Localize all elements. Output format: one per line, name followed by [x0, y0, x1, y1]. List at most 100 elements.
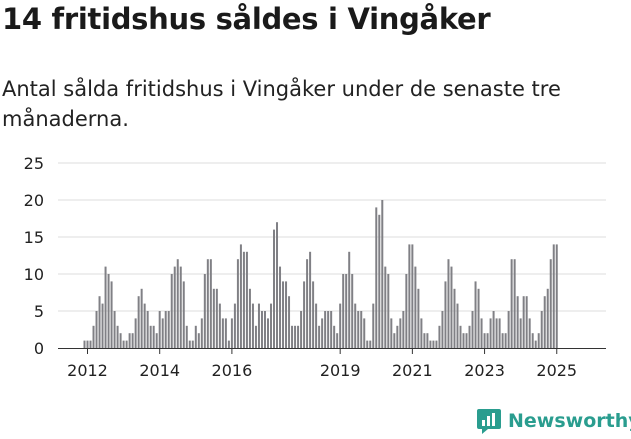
bar [134, 318, 137, 348]
bar [414, 266, 417, 348]
bar [393, 333, 396, 348]
bar [309, 251, 312, 348]
bar [92, 325, 95, 348]
bar [188, 340, 191, 348]
bar [411, 244, 414, 348]
bar [303, 281, 306, 348]
x-tick-label: 2019 [320, 361, 361, 380]
bar [116, 325, 119, 348]
bar [125, 340, 128, 348]
bar [420, 318, 423, 348]
bar [528, 318, 531, 348]
bar [489, 318, 492, 348]
newsworthy-logo: Newsworthy [476, 407, 631, 435]
bar [179, 266, 182, 348]
bar [288, 296, 291, 348]
bar [555, 244, 558, 348]
bar [549, 259, 552, 348]
bar [477, 288, 480, 348]
bar [345, 274, 348, 348]
x-tick-label: 2012 [67, 361, 108, 380]
bar [285, 281, 288, 348]
bar [273, 229, 276, 348]
bar [450, 266, 453, 348]
bar [131, 333, 134, 348]
bar [336, 333, 339, 348]
bar [209, 259, 212, 348]
x-tick-label: 2021 [392, 361, 433, 380]
bar [86, 340, 89, 348]
bar [375, 207, 378, 348]
bar [369, 340, 372, 348]
bar [221, 318, 224, 348]
bar [236, 259, 239, 348]
bar [360, 311, 363, 348]
bar [98, 296, 101, 348]
y-tick-label: 0 [34, 339, 44, 358]
bar [146, 311, 149, 348]
bar [230, 318, 233, 348]
bar [495, 318, 498, 348]
bar [522, 296, 525, 348]
bar [104, 266, 107, 348]
bar [540, 311, 543, 348]
bar [327, 311, 330, 348]
bar [546, 288, 549, 348]
bar [170, 274, 173, 348]
bar [321, 318, 324, 348]
bar [429, 340, 432, 348]
bar [279, 266, 282, 348]
bar [342, 274, 345, 348]
bar [426, 333, 429, 348]
bar [203, 274, 206, 348]
bar [387, 274, 390, 348]
highlight-label: 14 [568, 0, 588, 4]
bar [513, 259, 516, 348]
bar [242, 251, 245, 348]
bar [474, 281, 477, 348]
bar [257, 303, 260, 348]
bar [453, 288, 456, 348]
bar [519, 318, 522, 348]
bar [200, 318, 203, 348]
bar [191, 340, 194, 348]
bar [339, 303, 342, 348]
bar [435, 340, 438, 348]
bar [501, 333, 504, 348]
bar [282, 281, 285, 348]
bar [318, 325, 321, 348]
x-tick-label: 2016 [212, 361, 253, 380]
bar [456, 303, 459, 348]
bar [444, 281, 447, 348]
bar [227, 340, 230, 348]
bar [396, 325, 399, 348]
y-tick-label: 15 [24, 228, 44, 247]
bar [306, 259, 309, 348]
bar [224, 318, 227, 348]
bar [266, 318, 269, 348]
bar [534, 340, 537, 348]
bar [531, 333, 534, 348]
bar [498, 318, 501, 348]
bar [402, 311, 405, 348]
chart-title: 14 fritidshus såldes i Vingåker [2, 2, 491, 36]
bar [254, 325, 257, 348]
bar [351, 274, 354, 348]
bar [233, 303, 236, 348]
bar [438, 325, 441, 348]
bar [143, 303, 146, 348]
bar [113, 311, 116, 348]
bar [480, 318, 483, 348]
bar [447, 259, 450, 348]
x-tick-label: 2025 [536, 361, 577, 380]
bar [182, 281, 185, 348]
bar [158, 311, 161, 348]
bar [152, 325, 155, 348]
bar [89, 340, 92, 348]
y-tick-label: 5 [34, 302, 44, 321]
bar [432, 340, 435, 348]
bar [161, 318, 164, 348]
bar [486, 333, 489, 348]
y-tick-label: 10 [24, 265, 44, 284]
bar [543, 296, 546, 348]
